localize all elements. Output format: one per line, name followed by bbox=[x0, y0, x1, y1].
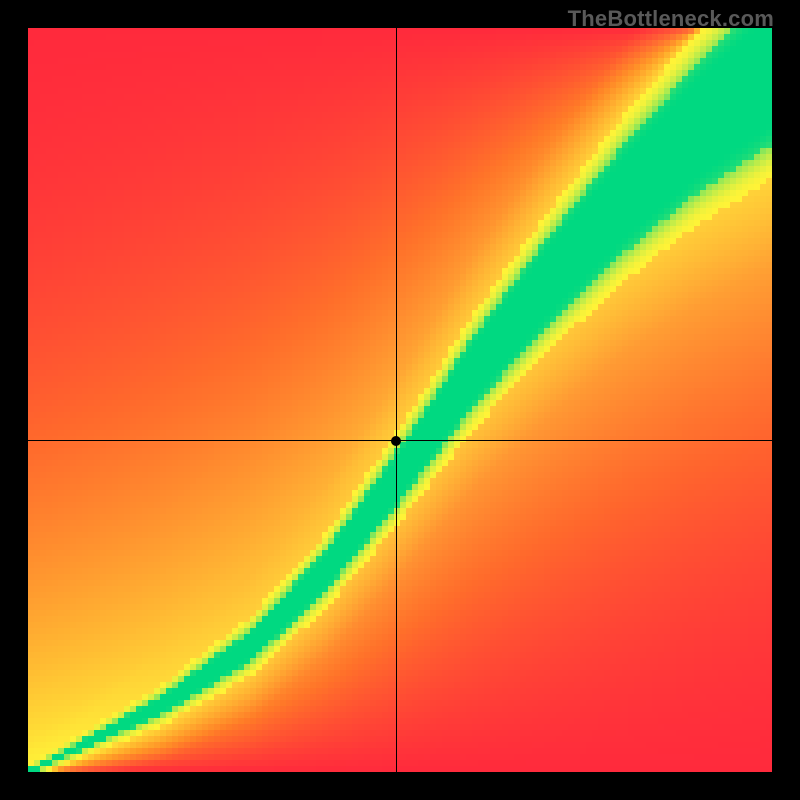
heatmap-canvas bbox=[28, 28, 772, 772]
chart-container: TheBottleneck.com bbox=[0, 0, 800, 800]
heatmap-plot bbox=[28, 28, 772, 772]
crosshair-vertical bbox=[396, 28, 397, 772]
